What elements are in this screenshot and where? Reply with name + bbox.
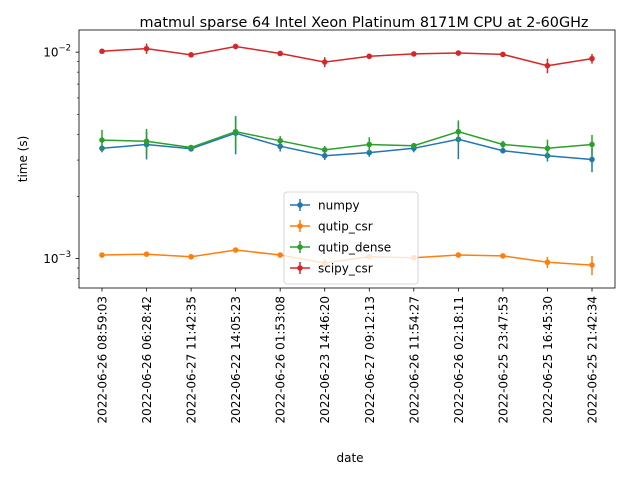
x-axis-label: date — [336, 451, 363, 465]
data-point — [99, 137, 105, 143]
data-point — [232, 43, 239, 50]
x-tick-label: 2022-06-25 23:47:53 — [496, 296, 510, 423]
legend-marker — [297, 202, 303, 208]
x-tick-label: 2022-06-26 08:59:03 — [96, 296, 110, 423]
data-point — [411, 51, 417, 57]
data-point — [500, 141, 506, 148]
x-tick-label: 2022-06-26 11:54:27 — [407, 296, 421, 423]
data-point — [544, 259, 551, 266]
y-axis-label: time (s) — [16, 136, 30, 183]
data-point — [277, 137, 283, 144]
y-axis: 10−3 10−2 — [43, 44, 79, 279]
data-point — [366, 53, 373, 60]
legend-item: numpy — [290, 199, 360, 213]
data-point — [232, 247, 239, 253]
data-point — [455, 50, 462, 56]
data-point — [589, 55, 595, 62]
data-point — [544, 145, 551, 152]
data-point — [99, 48, 105, 55]
legend-marker — [297, 244, 303, 250]
series-layer — [99, 43, 595, 276]
data-point — [99, 252, 105, 258]
series-line — [101, 130, 593, 151]
chart-title: matmul sparse 64 Intel Xeon Platinum 817… — [139, 15, 588, 31]
x-tick-label: 2022-06-26 06:28:42 — [140, 296, 154, 423]
legend-marker — [297, 265, 303, 271]
y-tick-label: 10−2 — [43, 44, 71, 60]
data-point — [232, 128, 239, 135]
legend-marker — [297, 223, 303, 229]
x-tick-label: 2022-06-26 01:53:08 — [274, 296, 288, 423]
x-tick-label: 2022-06-26 02:18:11 — [452, 296, 466, 423]
legend-item: qutip_dense — [290, 241, 391, 255]
x-tick-label: 2022-06-23 14:46:20 — [318, 296, 332, 423]
plot-frame — [78, 29, 616, 289]
data-point — [188, 52, 194, 58]
data-point — [188, 253, 194, 260]
data-point — [321, 152, 328, 159]
legend-box — [283, 191, 419, 285]
data-point — [500, 51, 506, 58]
legend-label: scipy_csr — [318, 262, 373, 276]
legend-item: scipy_csr — [290, 262, 373, 276]
x-tick-label: 2022-06-27 09:12:13 — [363, 296, 377, 423]
data-point — [366, 149, 373, 156]
data-point — [589, 156, 595, 163]
y-tick-label: 10−3 — [43, 250, 71, 266]
data-point — [277, 252, 283, 258]
data-point — [188, 144, 194, 151]
x-tick-label: 2022-06-25 16:45:30 — [541, 296, 555, 423]
data-point — [143, 251, 150, 257]
legend: numpy qutip_csr qutip_dense scipy_csr — [283, 191, 419, 285]
data-point — [143, 138, 150, 145]
data-point — [544, 62, 551, 69]
data-point — [455, 252, 462, 258]
data-point — [277, 50, 283, 57]
data-point — [411, 142, 417, 149]
data-point — [366, 141, 373, 148]
data-point — [277, 143, 283, 150]
series-scipy-csr — [99, 43, 595, 74]
x-tick-label: 2022-06-25 21:42:34 — [586, 296, 600, 423]
data-point — [321, 147, 328, 153]
legend-label: qutip_dense — [318, 241, 391, 255]
data-point — [143, 45, 150, 52]
x-axis: 2022-06-26 08:59:03 2022-06-26 06:28:42 20… — [96, 288, 600, 423]
x-tick-label: 2022-06-22 14:05:23 — [229, 296, 243, 423]
legend-label: qutip_csr — [318, 220, 373, 234]
legend-item: qutip_csr — [290, 220, 373, 234]
data-point — [321, 59, 328, 65]
data-point — [455, 128, 462, 135]
series-line — [101, 45, 593, 67]
data-point — [500, 253, 506, 259]
series-line — [101, 132, 593, 161]
x-tick-label: 2022-06-27 11:42:35 — [185, 296, 199, 423]
legend-label: numpy — [318, 199, 360, 213]
series-qutip-dense — [99, 116, 595, 158]
data-point — [589, 141, 595, 148]
data-point — [589, 262, 595, 268]
data-point — [500, 147, 506, 154]
